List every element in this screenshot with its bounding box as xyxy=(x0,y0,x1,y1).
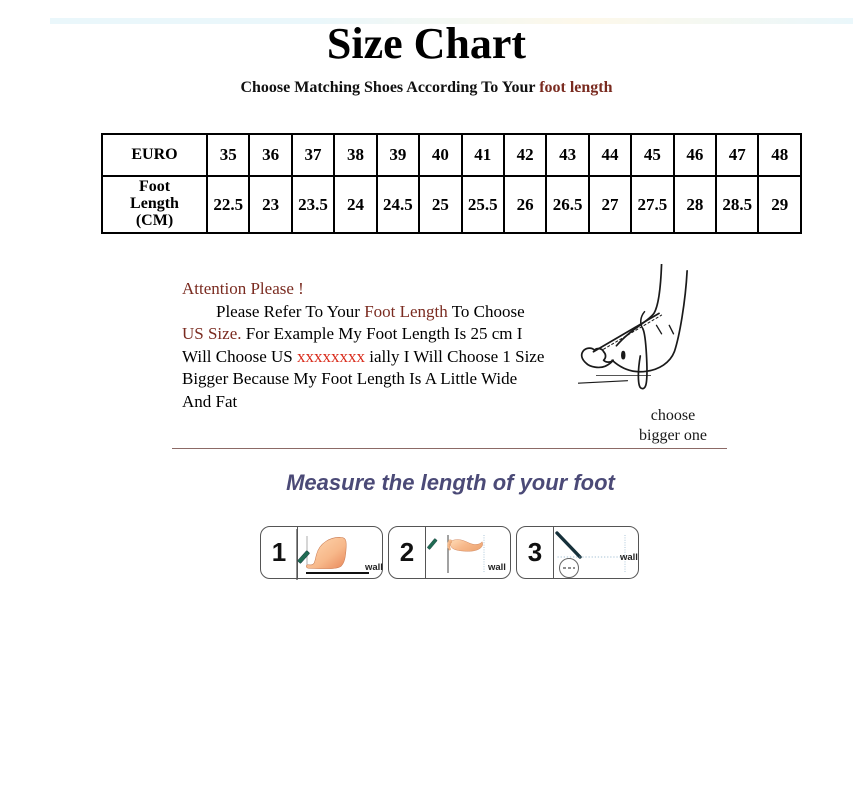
svg-text:wall: wall xyxy=(487,562,506,573)
svg-text:wall: wall xyxy=(619,552,638,563)
svg-text:wall: wall xyxy=(364,562,383,573)
